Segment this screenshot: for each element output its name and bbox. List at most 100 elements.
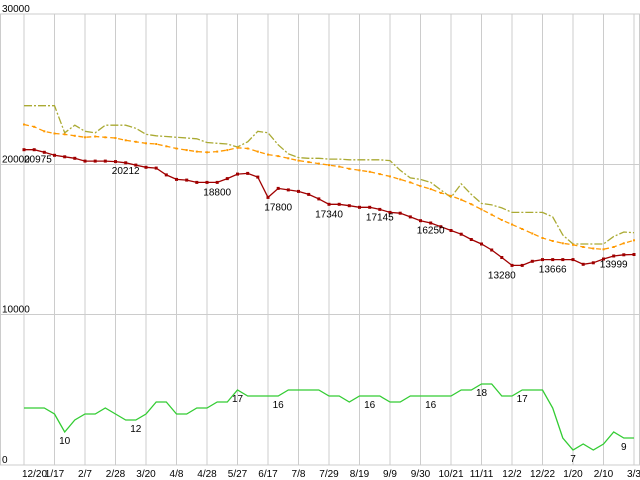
average-price-marker — [73, 134, 76, 137]
x-axis-tick-label: 5/27 — [228, 469, 248, 480]
average-price-marker — [348, 167, 351, 170]
average-price-marker — [195, 150, 198, 153]
store-count-value-label: 10 — [59, 436, 71, 447]
average-price-marker — [389, 175, 391, 178]
x-axis-tick-label: 10/21 — [438, 469, 463, 480]
lowest-price-marker — [246, 171, 250, 175]
average-price-marker — [94, 135, 97, 138]
x-axis-tick-label: 4/28 — [197, 469, 217, 480]
lowest-price-marker — [144, 165, 148, 169]
y-axis-tick-label: 20000 — [2, 154, 30, 165]
average-price-marker — [236, 146, 239, 149]
lowest-price-marker — [215, 180, 219, 184]
average-price-marker — [307, 161, 310, 164]
x-axis-tick-label: 12/2 — [502, 469, 522, 480]
lowest-price-marker — [500, 256, 504, 259]
lowest-price-value-label: 13666 — [539, 265, 567, 276]
store-count-value-label: 16 — [273, 400, 285, 411]
lowest-price-marker — [347, 204, 351, 208]
lowest-price-value-label: 17340 — [315, 209, 343, 220]
average-price-marker — [439, 191, 442, 194]
lowest-price-marker — [286, 188, 290, 192]
store-count-value-label: 16 — [364, 400, 376, 411]
lowest-price-marker — [154, 166, 158, 170]
average-price-marker — [358, 169, 361, 172]
average-price-marker — [419, 185, 422, 188]
average-price-marker — [134, 140, 137, 143]
average-price-marker — [328, 164, 330, 167]
lowest-price-marker — [276, 186, 280, 190]
average-price-marker — [226, 149, 229, 152]
average-price-marker — [114, 137, 117, 139]
x-axis-tick-label: 12/20 — [22, 469, 47, 480]
lowest-price-marker — [63, 155, 67, 159]
x-axis-tick-label: 2/7 — [78, 469, 92, 480]
y-axis-tick-label: 30000 — [2, 4, 30, 15]
highest-price-line — [24, 105, 635, 245]
x-axis-tick-label: 7/8 — [292, 469, 306, 480]
x-axis-tick-label: 1/20 — [563, 469, 583, 480]
lowest-price-marker — [378, 207, 382, 211]
x-axis-tick-label: 9/9 — [383, 469, 397, 480]
x-axis-tick-label: 4/8 — [170, 469, 184, 480]
average-price-marker — [470, 203, 473, 206]
x-axis-tick-label: 9/30 — [411, 469, 431, 480]
lowest-price-marker — [266, 195, 270, 199]
average-price-marker — [145, 142, 147, 145]
average-price-marker — [500, 219, 503, 221]
average-price-marker — [450, 194, 452, 197]
lowest-price-marker — [429, 221, 433, 225]
lowest-price-marker — [32, 148, 36, 152]
lowest-price-marker — [195, 180, 199, 184]
x-axis-tick-label: 6/17 — [258, 469, 278, 480]
average-price-marker — [175, 147, 178, 150]
average-price-marker — [43, 130, 46, 133]
x-axis-tick-label: 2/10 — [594, 469, 614, 480]
lowest-price-marker — [307, 192, 311, 196]
average-price-marker — [399, 178, 402, 181]
average-price-marker — [104, 136, 107, 139]
lowest-price-marker — [358, 205, 361, 209]
lowest-price-marker — [602, 257, 605, 261]
lowest-price-value-label: 20975 — [24, 155, 52, 166]
average-price-marker — [622, 242, 625, 245]
lowest-price-marker — [114, 160, 117, 164]
average-price-marker — [541, 237, 544, 239]
average-price-marker — [531, 232, 534, 235]
store-count-value-label: 12 — [130, 424, 142, 435]
lowest-price-marker — [469, 238, 473, 241]
average-price-marker — [409, 181, 412, 184]
average-price-marker — [246, 147, 249, 150]
x-axis-tick-label: 3/3 — [627, 469, 640, 480]
average-price-marker — [460, 198, 463, 201]
lowest-price-value-label: 13999 — [600, 260, 628, 271]
lowest-price-marker — [480, 242, 483, 246]
average-price-marker — [480, 208, 483, 211]
lowest-price-marker — [337, 202, 341, 206]
lowest-price-marker — [551, 258, 555, 262]
lowest-price-marker — [164, 173, 168, 177]
store-count-value-label: 17 — [232, 394, 244, 405]
x-axis-tick-label: 11/11 — [470, 469, 494, 480]
lowest-price-marker — [612, 254, 616, 258]
lowest-price-marker — [327, 202, 331, 206]
lowest-price-marker — [53, 153, 56, 157]
lowest-price-marker — [185, 178, 189, 182]
lowest-price-marker — [571, 258, 575, 262]
average-price-marker — [216, 150, 219, 153]
average-price-marker — [582, 246, 585, 248]
average-price-marker — [53, 132, 56, 135]
average-price-marker — [124, 139, 127, 142]
average-price-marker — [612, 246, 615, 248]
average-price-marker — [297, 159, 300, 162]
average-price-marker — [490, 213, 493, 216]
average-price-marker — [267, 153, 269, 156]
lowest-price-value-label: 18800 — [203, 187, 231, 198]
average-price-marker — [511, 223, 513, 226]
average-price-marker — [165, 145, 168, 148]
lowest-price-marker — [83, 159, 87, 163]
average-price-marker — [317, 162, 320, 165]
average-price-marker — [592, 247, 595, 250]
lowest-price-marker — [22, 148, 26, 152]
lowest-price-marker — [93, 159, 97, 163]
